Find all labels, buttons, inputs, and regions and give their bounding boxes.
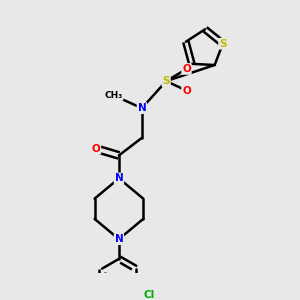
- Text: S: S: [219, 39, 226, 49]
- Text: CH₃: CH₃: [104, 91, 123, 100]
- Text: N: N: [137, 103, 146, 113]
- Text: O: O: [92, 144, 100, 154]
- Text: O: O: [182, 85, 191, 96]
- Text: O: O: [182, 64, 191, 74]
- Text: S: S: [163, 76, 170, 86]
- Text: Cl: Cl: [143, 290, 154, 300]
- Text: N: N: [115, 173, 123, 183]
- Text: N: N: [115, 234, 123, 244]
